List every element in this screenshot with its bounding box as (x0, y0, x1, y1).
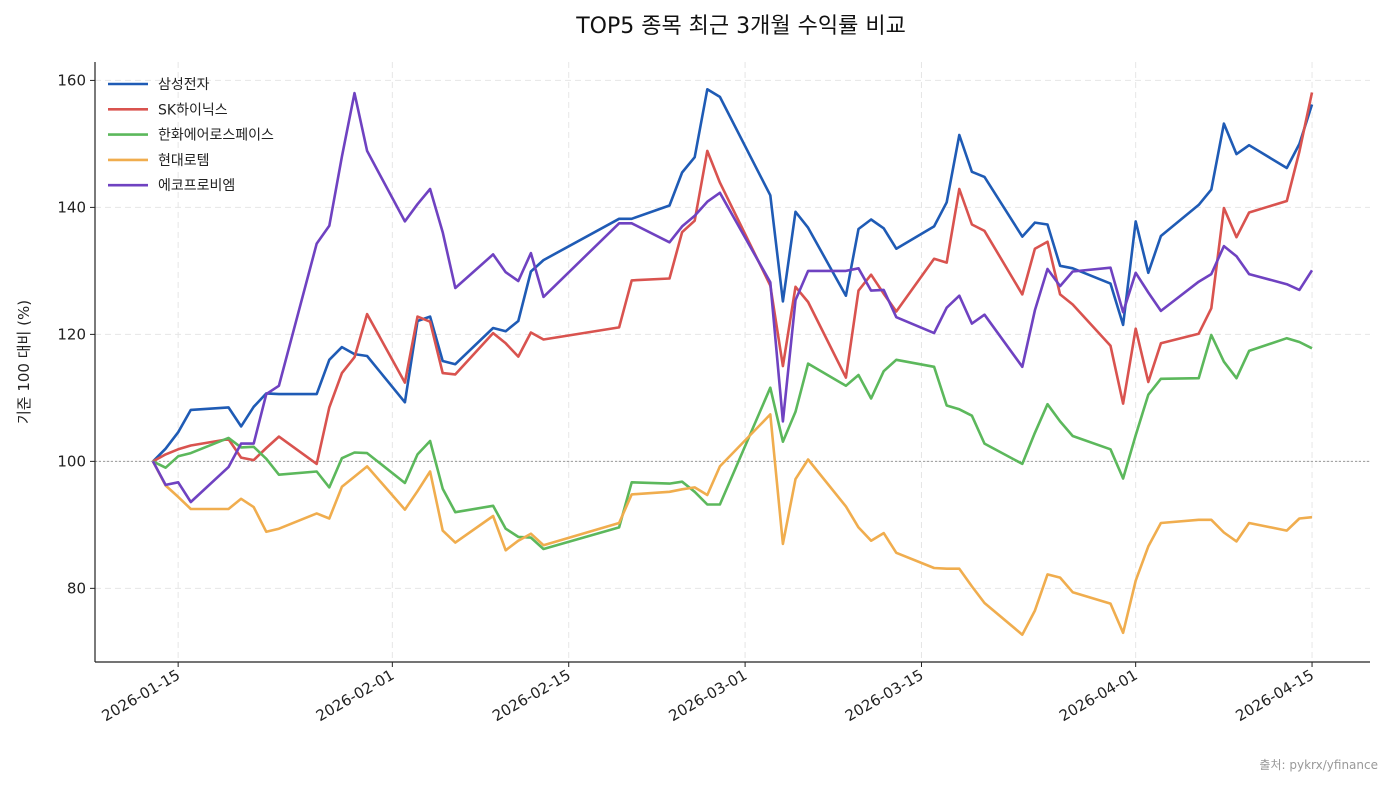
x-tick-label: 2026-04-15 (1233, 666, 1318, 725)
series-line-3 (151, 413, 1313, 637)
y-tick-label: 160 (57, 71, 86, 89)
series-line-0 (152, 88, 1314, 463)
x-tick-label: 2026-04-01 (1056, 666, 1141, 725)
legend-label: 한화에어로스페이스 (158, 128, 274, 144)
y-tick-label: 140 (57, 198, 86, 216)
y-tick-label: 100 (57, 452, 86, 470)
legend-label: SK하이닉스 (158, 102, 228, 118)
legend-label: 현대로템 (158, 153, 210, 169)
y-tick-label: 80 (67, 579, 86, 597)
chart-title: TOP5 종목 최근 3개월 수익률 비교 (575, 14, 906, 39)
x-tick-label: 2026-03-01 (666, 666, 751, 725)
series-line-4 (151, 91, 1314, 504)
y-tick-label: 120 (57, 325, 86, 343)
x-axis-ticks: 2026-01-15 2026-02-01 2026-02-15 2026-03-01… (99, 662, 1317, 725)
x-tick-label: 2026-03-15 (842, 666, 927, 725)
y-axis-ticks: 80 100 120 140 160 (57, 71, 95, 597)
legend-label: 삼성전자 (158, 77, 210, 93)
series-lines (151, 88, 1314, 637)
x-tick-label: 2026-02-15 (489, 666, 574, 725)
y-axis-label: 기준 100 대비 (%) (15, 300, 33, 424)
x-tick-label: 2026-02-01 (313, 666, 398, 725)
source-note: 출처: pykrx/yfinance (1259, 758, 1378, 772)
legend-label: 에코프로비엠 (158, 178, 235, 194)
series-line-2 (152, 333, 1313, 551)
x-tick-label: 2026-01-15 (99, 666, 184, 725)
